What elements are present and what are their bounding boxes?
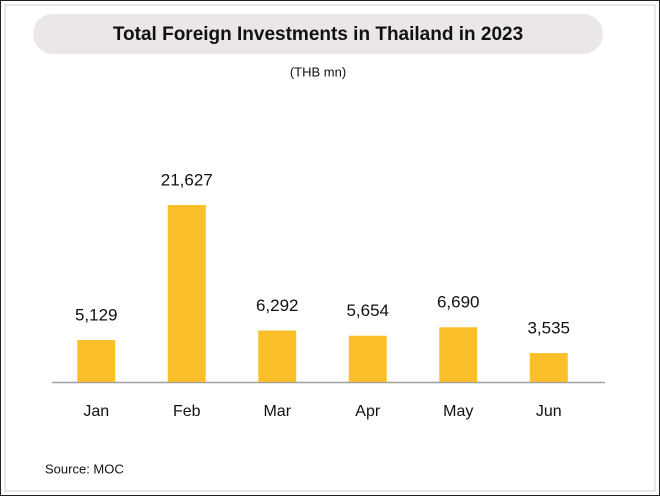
bar [167, 205, 206, 382]
x-tick-label: Apr [355, 403, 381, 420]
x-tick-label: Feb [173, 403, 201, 420]
title-pill [33, 14, 603, 54]
chart-subtitle: (THB mn) [290, 64, 346, 79]
value-label: 3,535 [527, 319, 570, 338]
x-tick-label: Mar [263, 403, 291, 420]
value-label: 5,654 [346, 301, 389, 320]
value-label: 6,690 [437, 293, 480, 312]
bar [77, 340, 116, 382]
bar [439, 327, 478, 382]
chart-title: Total Foreign Investments in Thailand in… [113, 24, 523, 45]
inner-frame [4, 4, 656, 492]
x-tick-label: Jun [536, 403, 562, 420]
x-tick-label: May [443, 403, 473, 420]
value-label: 21,627 [161, 170, 213, 189]
bar [258, 330, 297, 382]
value-label: 6,292 [256, 296, 299, 315]
bar [348, 335, 387, 382]
bar [529, 353, 568, 382]
x-tick-label: Jan [83, 403, 109, 420]
source: Source: MOC [45, 461, 124, 476]
value-label: 5,129 [75, 306, 118, 325]
